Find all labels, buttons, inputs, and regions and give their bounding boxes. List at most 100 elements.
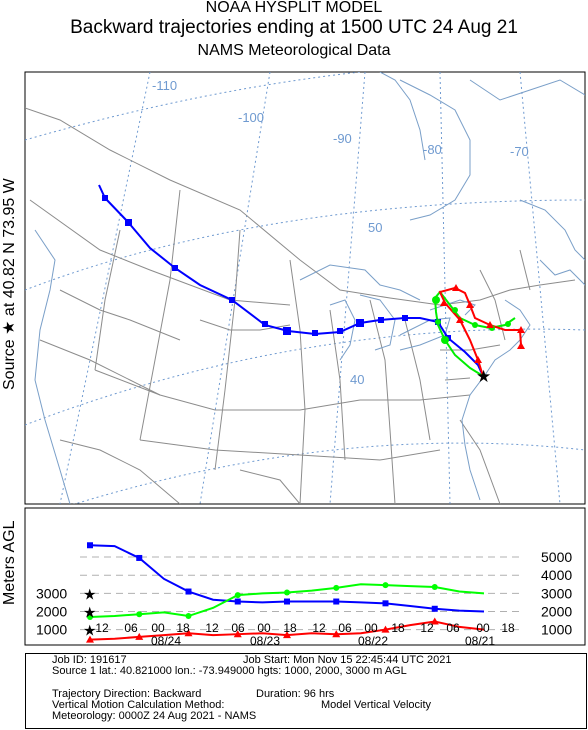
start-stars: ★★★ [83, 586, 96, 639]
y-tick-left: 2000 [36, 604, 67, 620]
height-point [86, 635, 94, 643]
height-point [283, 631, 291, 639]
political-boundaries [25, 107, 576, 504]
height-point [233, 630, 242, 638]
lon-label: -70 [510, 144, 529, 159]
x-tick-label: 18 [283, 621, 297, 635]
green-marker [432, 296, 440, 304]
x-tick-label: 12 [205, 621, 219, 635]
duration: Duration: 96 hrs [256, 688, 335, 700]
blue-marker [312, 330, 318, 336]
red-marker [452, 284, 460, 291]
start-star-icon: ★ [83, 586, 96, 603]
green-marker [472, 322, 478, 328]
height-point [431, 583, 438, 590]
trajectory-red [438, 286, 522, 377]
y-tick-right: 4000 [541, 567, 572, 583]
red-marker [440, 299, 448, 306]
red-marker [466, 301, 474, 308]
height-point [185, 588, 192, 595]
height-point [135, 632, 144, 640]
meteorology: Meteorology: 0000Z 24 Aug 2021 - NAMS [52, 710, 257, 722]
height-point [136, 554, 143, 561]
model-title: NOAA HYSPLIT MODEL [205, 0, 383, 16]
data-source-title: NAMS Meteorological Data [197, 42, 391, 59]
lat-label: 50 [368, 220, 382, 235]
x-tick-label: 06 [338, 621, 352, 635]
blue-marker [402, 315, 408, 321]
y-tick-left: 3000 [36, 585, 67, 601]
reference-lines [80, 556, 522, 631]
green-marker [441, 336, 449, 344]
height-point [284, 598, 290, 605]
blue-marker [356, 319, 364, 327]
blue-marker [283, 327, 291, 335]
start-star-icon: ★ [83, 623, 96, 640]
red-marker [517, 326, 525, 333]
x-tick-label: 18 [391, 621, 405, 635]
vertical-method-value: Model Vertical Velocity [321, 699, 432, 711]
height-point [234, 592, 241, 599]
lon-label: -90 [333, 131, 352, 146]
x-tick-label: 06 [446, 621, 460, 635]
height-point [87, 613, 93, 620]
y-tick-right: 3000 [541, 585, 572, 601]
height-point [136, 611, 143, 618]
height-point [430, 617, 439, 625]
blue-marker [229, 297, 235, 303]
green-marker [505, 321, 511, 327]
height-point [381, 625, 390, 633]
green-marker [435, 319, 441, 325]
graticule [25, 72, 585, 504]
vertical-method-label: Vertical Motion Calculation Method: [52, 699, 225, 711]
job-start: Job Start: Mon Nov 15 22:45:44 UTC 2021 [243, 654, 452, 666]
x-tick-label: 06 [124, 621, 138, 635]
height-point [332, 630, 341, 638]
red-marker [456, 316, 464, 323]
y-axis-label: Meters AGL [1, 520, 18, 605]
height-point [184, 629, 193, 637]
blue-marker [125, 219, 132, 226]
y-tick-right: 2000 [541, 604, 572, 620]
x-tick-label: 12 [312, 621, 326, 635]
y-tick-right: 1000 [541, 622, 572, 638]
source-info: Source 1 lat.: 40.821000 lon.: -73.94900… [52, 665, 407, 677]
x-tick-label: 06 [231, 621, 245, 635]
height-point [87, 542, 93, 549]
blue-marker [378, 317, 384, 323]
height-markers [86, 542, 439, 643]
chart-title: Backward trajectories ending at 1500 UTC… [70, 17, 518, 38]
x-tick-label: 12 [420, 621, 434, 635]
y-tick-right: 5000 [541, 549, 572, 565]
x-date-label: 08/21 [465, 634, 495, 648]
y-tick-left: 1000 [36, 622, 67, 638]
red-marker [486, 321, 494, 328]
blue-marker [262, 321, 268, 327]
map-panel: -110 -100 -90 -80 -70 50 40 [24, 71, 586, 505]
height-point [382, 582, 389, 589]
height-point [333, 598, 340, 605]
x-tick-label: 00 [257, 621, 271, 635]
x-date-label: 08/24 [151, 634, 181, 648]
height-point [234, 598, 241, 605]
x-tick-label: 18 [501, 621, 515, 635]
lon-label: -110 [152, 78, 177, 93]
blue-marker [337, 328, 343, 334]
info-footer: Job ID: 191617 Job Start: Mon Nov 15 22:… [25, 653, 587, 729]
x-date-label: 08/22 [358, 634, 388, 648]
blue-marker [172, 265, 178, 271]
height-point [333, 584, 340, 591]
x-tick-label: 00 [364, 621, 378, 635]
x-tick-label: 00 [476, 621, 490, 635]
lat-label: 40 [350, 372, 364, 387]
x-date-label: 08/23 [250, 634, 280, 648]
red-marker [474, 356, 482, 363]
x-tick-label: 12 [95, 621, 109, 635]
source-star-icon: ★ [476, 367, 491, 386]
x-tick-label: 18 [176, 621, 190, 635]
height-point [185, 613, 192, 620]
red-marker [517, 342, 525, 349]
